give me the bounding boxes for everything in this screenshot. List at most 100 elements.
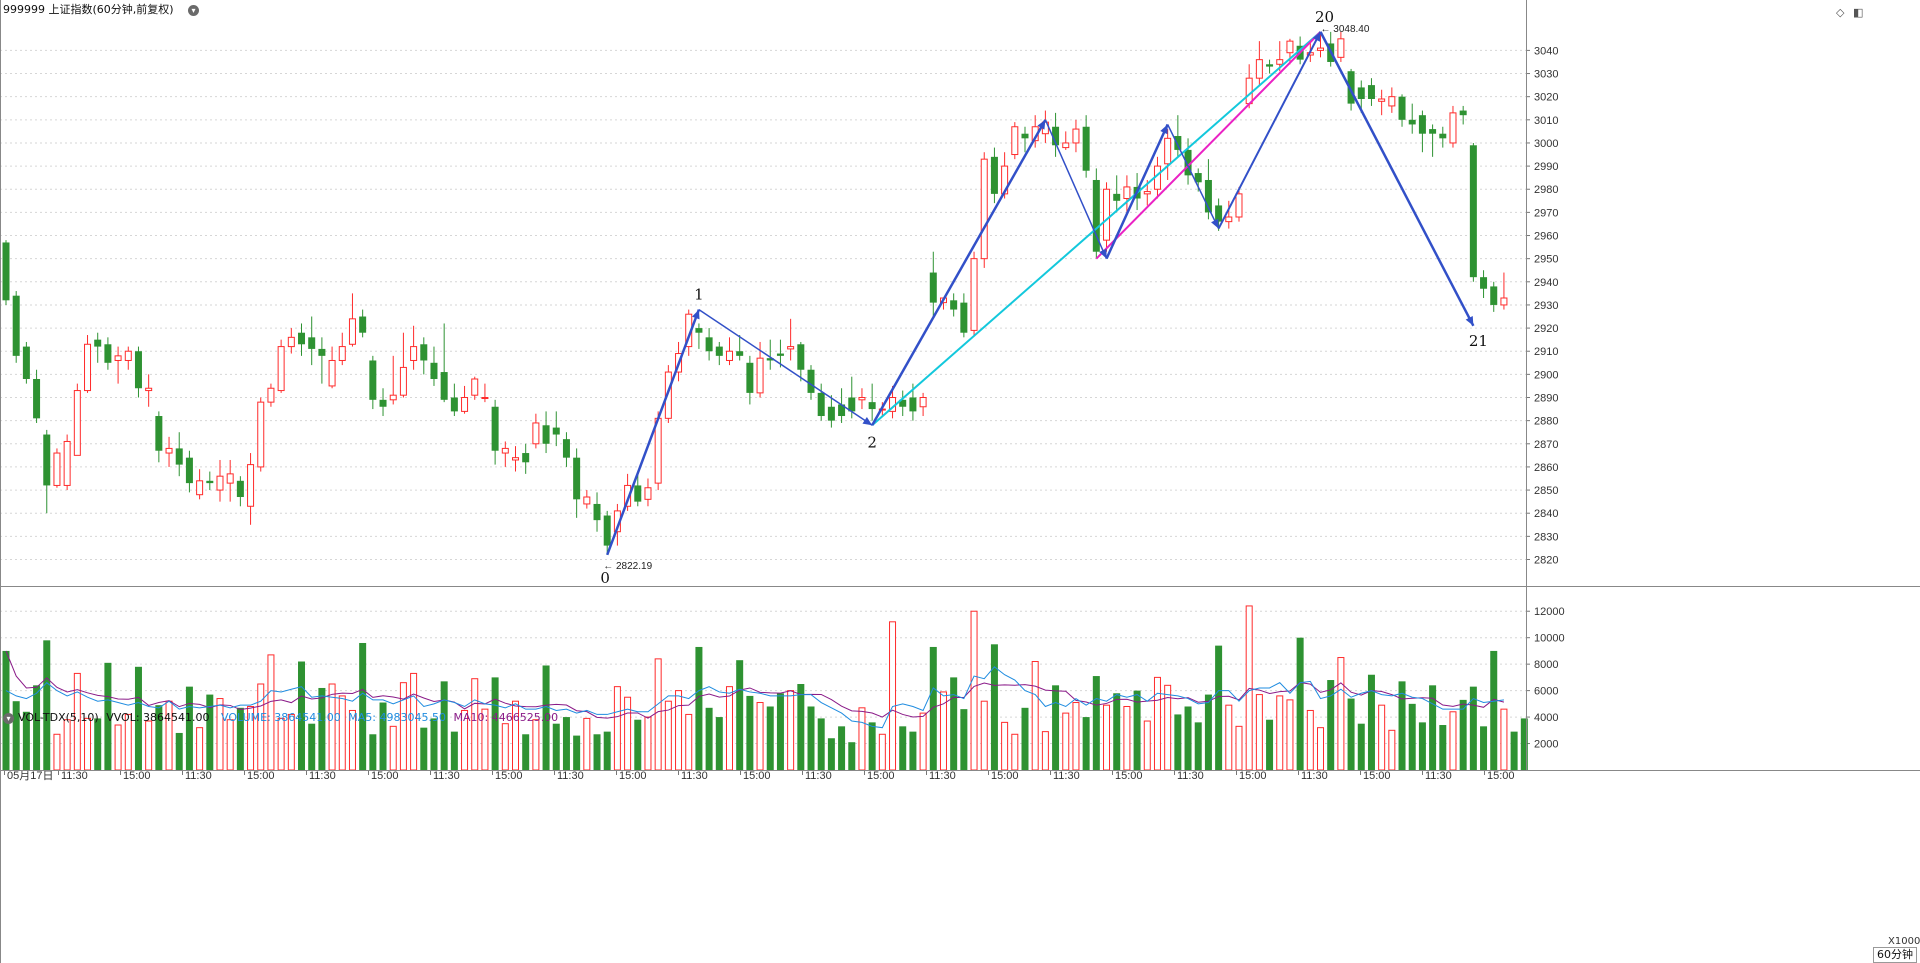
volume-axis-ticks: 2000 4000 6000 8000 10000 12000 [1526,606,1565,751]
chevron-down-icon[interactable]: ▾ [188,5,199,16]
candle [369,355,377,410]
price-pane-title: 999999 上证指数(60分钟,前复权) [3,3,174,17]
volume-bar [216,698,224,771]
price-tick-label: 2940 [1534,277,1558,289]
volume-bar [1469,686,1477,770]
volume-bar [970,610,978,771]
candle [410,325,418,370]
time-tick-label: 15:00 [619,770,647,782]
volume-bar [705,707,713,770]
candle [695,323,703,349]
wave-leg-1-2 [698,308,873,426]
volume-bar [552,723,560,770]
grid-lines [0,49,1526,745]
candle [644,478,652,507]
volume-bar [43,640,51,770]
volume-bar [1520,718,1528,770]
volume-bar [1266,719,1274,770]
candle [1357,80,1365,113]
candle [970,251,978,336]
volume-bar [1031,661,1039,771]
candle [450,383,458,417]
price-tick-label: 2900 [1534,369,1558,381]
wave-leg-20-21 [1319,31,1475,327]
candle [583,490,591,509]
candle [2,240,10,305]
volume-bar [929,646,937,770]
cyan-trend-line [871,31,1322,427]
volume-bar [1408,703,1416,770]
candle [950,293,958,317]
volume-bar [766,706,774,770]
time-tick-label: 11:30 [309,770,336,782]
volume-bar [715,717,723,770]
time-tick-label: 11:30 [61,770,88,782]
candle [134,346,142,398]
volume-bar [725,686,733,771]
time-tick-label: 11:30 [1301,770,1328,782]
volume-bar [226,719,234,771]
candle [512,446,519,472]
candle [12,291,20,363]
candle [175,432,183,477]
volume-bar [1123,705,1131,771]
period-button[interactable]: 60分钟 [1873,947,1917,963]
wave-arrowhead [1099,248,1107,259]
candle [1469,142,1477,282]
volume-bar [359,642,367,770]
volume-bar [1449,711,1457,771]
candle [705,328,713,361]
settings-circle-icon[interactable]: ▾ [3,713,14,724]
volume-bar [1001,721,1009,771]
price-tick-label: 2960 [1534,231,1558,243]
candle [501,441,509,467]
volume-bar [257,683,265,771]
time-tick-label: 15:00 [1487,770,1515,782]
candle [562,432,570,467]
candle [1266,59,1274,74]
volume-bar [450,731,458,770]
volume-bar [155,705,163,770]
price-tick-label: 2850 [1534,485,1558,497]
candle [440,323,448,403]
price-tick-label: 2980 [1534,184,1558,196]
candle [1429,124,1437,157]
price-tick-label: 2820 [1534,554,1558,566]
volume-pane-header: VOL-TDX(5,10) VVOL: 3864541.00 VOLUME: 3… [18,711,558,725]
volume-bar [889,621,897,771]
candle [420,337,428,375]
wave-label-21: 21 [1469,332,1488,350]
candle [634,473,642,507]
candle [1184,138,1192,185]
candle [461,385,469,414]
volume-bar [542,665,550,770]
volume-unit-label: X1000 [1888,936,1920,947]
volume-bar [562,717,570,770]
candle [430,346,438,386]
volume-tick-label: 4000 [1534,712,1558,724]
time-tick-label: 15:00 [247,770,275,782]
price-tick-label: 2880 [1534,416,1558,428]
candle [53,448,61,488]
volume-bar [1429,685,1437,770]
volume-bar [685,713,693,771]
volume-bar [2,650,10,770]
volume-tick-label: 6000 [1534,686,1558,698]
diamond-icon[interactable]: ◇ [1836,6,1845,19]
candle [1418,110,1426,153]
volume-bar [318,687,326,770]
candle [338,332,346,366]
candle [491,399,499,465]
volume-bar [1327,680,1335,770]
candle [532,413,540,449]
candle [389,355,397,405]
time-tick-label: 11:30 [1425,770,1452,782]
candle [124,346,132,370]
panel-toggle-icon[interactable]: ◧ [1853,6,1864,19]
volume-bar [756,702,764,771]
time-tick-label: 11:30 [805,770,832,782]
time-tick-label: 15:00 [991,770,1019,782]
candle [196,469,204,500]
candle [807,365,815,400]
